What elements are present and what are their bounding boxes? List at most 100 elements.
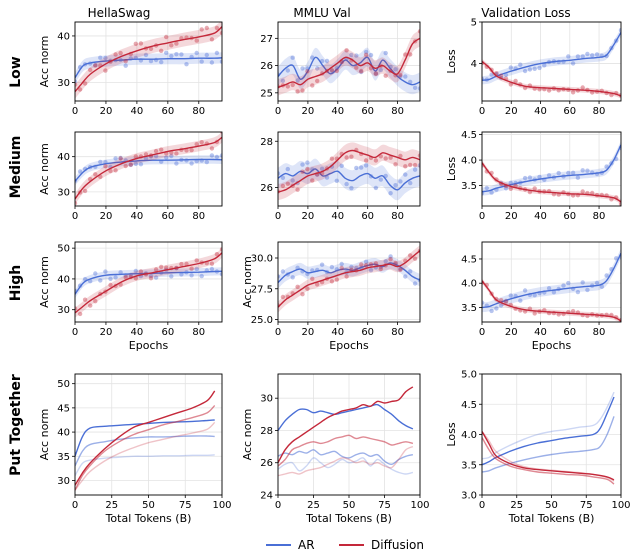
point-diffusion — [295, 284, 300, 289]
y-tick-label: 3.5 — [461, 181, 477, 192]
point-diffusion — [164, 265, 169, 270]
point-ar — [604, 164, 609, 169]
line-ar-medium — [75, 435, 215, 467]
point-ar — [585, 287, 590, 293]
point-ar — [542, 63, 547, 68]
point-diffusion — [159, 264, 164, 270]
point-ar — [551, 290, 557, 295]
point-ar — [537, 174, 542, 180]
point-diffusion — [408, 52, 413, 57]
line-diffusion — [482, 162, 621, 203]
point-diffusion — [398, 72, 403, 78]
point-ar — [128, 162, 133, 168]
point-diffusion — [417, 153, 420, 158]
point-ar — [403, 74, 408, 79]
point-ar — [174, 52, 179, 57]
point-diffusion — [300, 88, 305, 93]
x-tick-label: 0 — [72, 327, 78, 338]
point-ar — [585, 168, 590, 173]
axes-frame — [277, 21, 421, 102]
y-tick-label: 25.0 — [251, 315, 273, 326]
point-ar — [403, 172, 408, 177]
point-ar — [482, 300, 485, 305]
point-diffusion — [93, 172, 98, 177]
line-ar — [278, 56, 420, 86]
point-diffusion — [75, 201, 78, 206]
point-ar — [93, 62, 98, 68]
point-diffusion — [503, 299, 509, 304]
point-ar — [209, 266, 215, 272]
panel-high-hellaswag: 0 20 40 60 80 30 40 50 Acc norm Epochs — [38, 241, 223, 352]
x-tick-label: 0 — [479, 211, 485, 222]
x-tick-label: 40 — [331, 327, 344, 338]
y-axis-label: Loss — [445, 49, 458, 73]
x-tick-label: 100 — [611, 500, 630, 511]
point-ar — [527, 67, 533, 72]
point-ar — [169, 153, 174, 159]
point-ar — [113, 275, 118, 280]
row-label-high: High — [8, 265, 24, 302]
point-ar — [489, 190, 494, 195]
y-tick-label: 4.5 — [461, 254, 477, 265]
axes-frame — [74, 241, 223, 323]
y-axis-label: Acc norm — [241, 409, 254, 461]
point-ar — [143, 156, 149, 161]
y-axis-label: Acc norm — [38, 143, 51, 195]
point-ar — [285, 68, 290, 73]
x-tick-label: 80 — [391, 106, 404, 117]
point-diffusion — [133, 41, 138, 46]
point-diffusion — [305, 286, 310, 291]
point-ar — [219, 272, 222, 277]
plot-area — [482, 27, 621, 99]
point-ar — [556, 170, 561, 176]
band-diffusion — [482, 278, 621, 322]
point-ar — [133, 268, 138, 274]
band-diffusion — [278, 245, 420, 313]
point-ar — [290, 275, 295, 280]
point-diffusion — [590, 190, 595, 196]
x-tick-label: 0 — [72, 211, 78, 222]
panel-medium-loss: 0 20 40 60 80 3.5 4.0 4.5 Loss — [445, 130, 622, 222]
point-ar — [194, 50, 199, 56]
x-tick-label: 80 — [391, 211, 404, 222]
x-tick-label: 80 — [192, 327, 205, 338]
line-ar-medium — [482, 416, 615, 473]
y-tick-label: 30 — [57, 305, 70, 316]
x-tick-label: 50 — [545, 500, 558, 511]
point-diffusion — [174, 41, 179, 46]
line-diffusion — [75, 26, 222, 93]
point-diffusion — [580, 189, 585, 194]
point-ar — [169, 274, 174, 279]
plot-area — [482, 391, 615, 485]
line-diffusion — [278, 250, 420, 308]
point-ar — [169, 53, 174, 59]
band-diffusion — [278, 30, 420, 96]
line-diffusion — [278, 37, 420, 89]
y-tick-label: 50 — [57, 244, 70, 255]
point-ar — [518, 298, 523, 303]
point-diffusion — [209, 37, 215, 42]
point-diffusion — [174, 151, 179, 156]
point-ar — [585, 51, 590, 57]
point-ar — [319, 262, 325, 267]
point-ar — [214, 50, 220, 56]
line-ar — [278, 262, 420, 284]
line-diffusion — [482, 60, 621, 97]
y-axis-label: Acc norm — [38, 409, 51, 461]
line-diffusion-medium — [482, 437, 615, 485]
y-tick-label: 40 — [57, 152, 70, 163]
y-tick-label: 3.5 — [461, 460, 477, 471]
x-tick-label: 0 — [479, 500, 485, 511]
point-diffusion — [373, 71, 379, 76]
y-tick-label: 40 — [57, 31, 70, 42]
point-diffusion — [408, 253, 413, 258]
axes-frame — [481, 21, 622, 102]
point-ar — [489, 72, 494, 77]
x-tick-label: 25 — [307, 500, 320, 511]
point-ar — [278, 274, 281, 279]
line-diffusion-high — [75, 390, 216, 486]
y-axis-label: Loss — [445, 157, 458, 181]
point-ar — [204, 159, 209, 165]
plot-area — [75, 132, 222, 206]
x-tick-label: 0 — [275, 106, 281, 117]
